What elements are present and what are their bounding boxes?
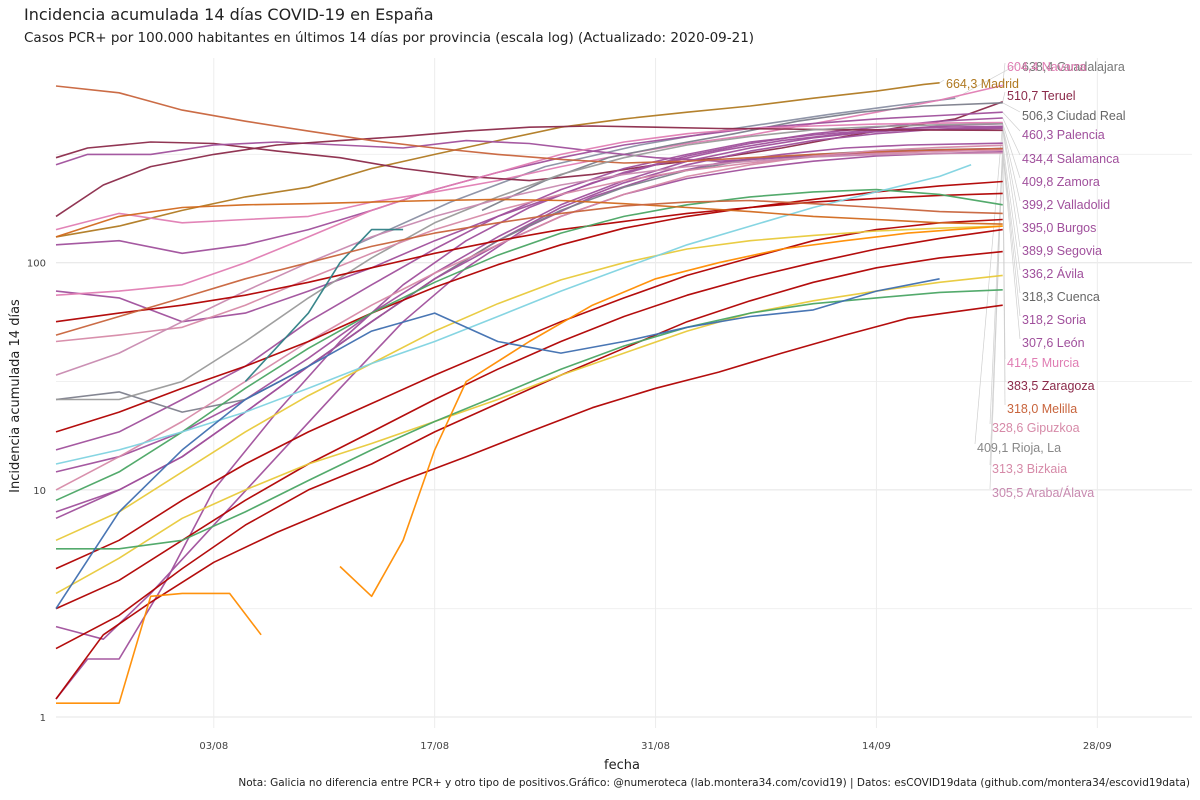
series-line [55,274,1003,595]
leader-line [939,79,945,84]
leader-line [1002,126,1021,202]
series-label: 318,0 Melilla [1007,402,1077,416]
x-tick-label: 31/08 [641,741,670,752]
series-line [56,592,262,705]
series-line [55,122,1003,473]
series-label: 305,5 Araba/Álava [992,485,1094,500]
series-label: 409,8 Zamora [1022,175,1100,189]
y-axis-title: Incidencia acumulada 14 días [8,299,23,493]
series-label: 395,0 Burgos [1022,221,1096,235]
x-tick-label: 28/09 [1083,741,1112,752]
series-line [55,304,1003,700]
series-line [55,192,1003,323]
series-label: 506,3 Ciudad Real [1022,109,1126,123]
x-tick-label: 17/08 [420,741,449,752]
x-axis-title: fecha [604,758,640,773]
series-line [244,228,404,383]
series-line [55,164,972,465]
chart-title: Incidencia acumulada 14 días COVID-19 en… [24,5,434,24]
series-line [339,225,1003,598]
leader-line [1002,148,1006,406]
series-label: 664,3 Madrid [946,77,1019,91]
series-line [55,180,1003,433]
series-label: 604,4 Navarra [1007,60,1086,74]
series-label: 638,4 Guadalajara [1022,60,1125,74]
y-tick-label: 100 [27,259,46,270]
leader-line [1002,117,1021,156]
series-label: 510,7 Teruel [1007,89,1076,103]
series-line [55,218,1003,570]
series-line [55,127,1003,700]
x-tick-label: 14/09 [862,741,891,752]
leader-line [989,145,1004,425]
leader-line [1002,151,1021,340]
series-line [55,149,1003,343]
leader-line [955,62,1021,99]
chart-subtitle: Casos PCR+ por 100.000 habitantes en últ… [24,30,755,46]
leader-line [1002,148,1021,317]
series-label: 434,4 Salamanca [1022,152,1119,166]
series-label: 328,6 Gipuzkoa [992,421,1080,435]
series-line [55,82,940,238]
series-line [55,278,940,610]
y-axis-ticks: 1 10 100 [27,259,46,724]
leader-line [1002,127,1021,225]
series-label: 336,2 Ávila [1022,266,1084,281]
series-label: 383,5 Zaragoza [1007,379,1095,393]
x-tick-label: 03/08 [199,741,228,752]
series-label: 389,9 Segovia [1022,244,1102,258]
series-line [55,142,1003,641]
series-line [55,121,1003,296]
series-line [55,125,1003,451]
series-lines [55,82,1003,705]
leader-line [1002,62,1006,86]
series-line [55,199,1003,336]
series-line [55,225,1003,542]
label-leader-lines [939,62,1021,490]
leader-line [1002,143,1021,271]
series-line [55,250,1003,650]
x-axis-ticks: 03/08 17/08 31/08 14/09 28/09 [199,741,1111,752]
series-line [55,228,1003,610]
leader-line [974,123,1004,445]
series-label: 460,3 Palencia [1022,128,1105,142]
series-line [55,198,1003,238]
leader-line [1002,91,1006,102]
leader-line [1002,111,1021,132]
series-line [55,188,1003,502]
leader-line [1002,148,1021,294]
leader-line [1002,123,1021,179]
leader-line [1002,102,1021,113]
series-line [56,123,1003,401]
series-line [56,289,1003,550]
y-tick-label: 1 [40,713,46,724]
series-label: 307,6 León [1022,336,1085,350]
leader-line [989,152,1004,490]
series-label: 318,2 Soria [1022,313,1086,327]
series-line [55,111,1003,255]
series-label: 399,2 Valladolid [1022,198,1110,212]
y-tick-label: 10 [33,486,46,497]
series-line [55,152,1003,376]
series-label: 313,3 Bizkaia [992,462,1067,476]
series-label: 409,1 Rioja, La [977,441,1061,455]
series-label: 414,5 Murcia [1007,356,1079,370]
series-line [55,144,1003,491]
chart-caption: Nota: Galicia no diferencia entre PCR+ y… [238,777,1190,789]
series-line [55,84,1003,231]
leader-line [1002,128,1021,248]
series-label: 318,3 Cuenca [1022,290,1100,304]
